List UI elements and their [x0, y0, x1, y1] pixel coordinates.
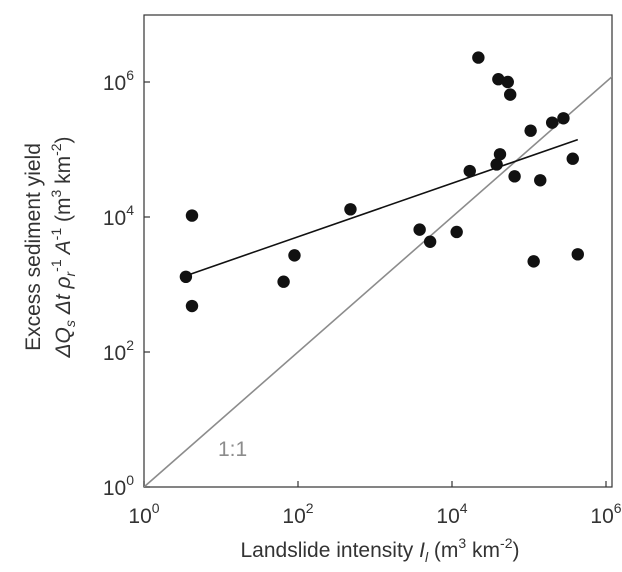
data-point [490, 158, 503, 171]
data-point [571, 248, 584, 261]
x-tick-label: 100 [128, 500, 159, 528]
x-tick-label: 102 [282, 500, 313, 528]
data-point [288, 249, 301, 262]
data-point [557, 112, 570, 125]
data-point [277, 275, 290, 288]
one-to-one-label: 1:1 [218, 438, 247, 461]
x-tick-label: 106 [590, 500, 621, 528]
data-point [344, 203, 357, 216]
plot-frame [143, 14, 613, 488]
y-tick-label: 100 [103, 472, 134, 500]
plot-lines [144, 75, 612, 487]
regression-fit-line [185, 138, 579, 277]
data-point [527, 255, 540, 268]
data-point [185, 209, 199, 222]
x-tick-labels: 100 102 104 106 [128, 500, 621, 528]
data-point [185, 299, 199, 313]
y-tick-labels: 100 102 104 106 [103, 67, 134, 500]
data-point [463, 164, 476, 178]
one-to-one-line [144, 75, 612, 487]
y-tick-label: 104 [103, 202, 134, 230]
data-point [508, 170, 521, 183]
y-axis-label-line1: Excess sediment yield [22, 143, 45, 351]
data-point [545, 116, 559, 129]
data-point [534, 174, 547, 187]
data-point [423, 235, 437, 248]
y-tick-label: 106 [103, 67, 134, 95]
data-point [472, 51, 485, 64]
data-point [179, 270, 193, 284]
data-point [501, 75, 514, 89]
data-point [413, 223, 426, 236]
data-points [179, 51, 584, 313]
data-point [566, 152, 579, 165]
x-tick-label: 104 [436, 500, 467, 528]
x-axis-label: Landslide intensity Il (m3 km-2) [241, 535, 520, 565]
data-point [504, 88, 517, 101]
y-axis-label-line2: ΔQs Δt ρr-1 A-1 (m3 km-2) [48, 136, 78, 358]
data-point [493, 148, 507, 161]
data-point [492, 73, 505, 86]
data-point [450, 225, 463, 239]
y-tick-label: 102 [103, 337, 134, 365]
data-point [524, 124, 537, 137]
